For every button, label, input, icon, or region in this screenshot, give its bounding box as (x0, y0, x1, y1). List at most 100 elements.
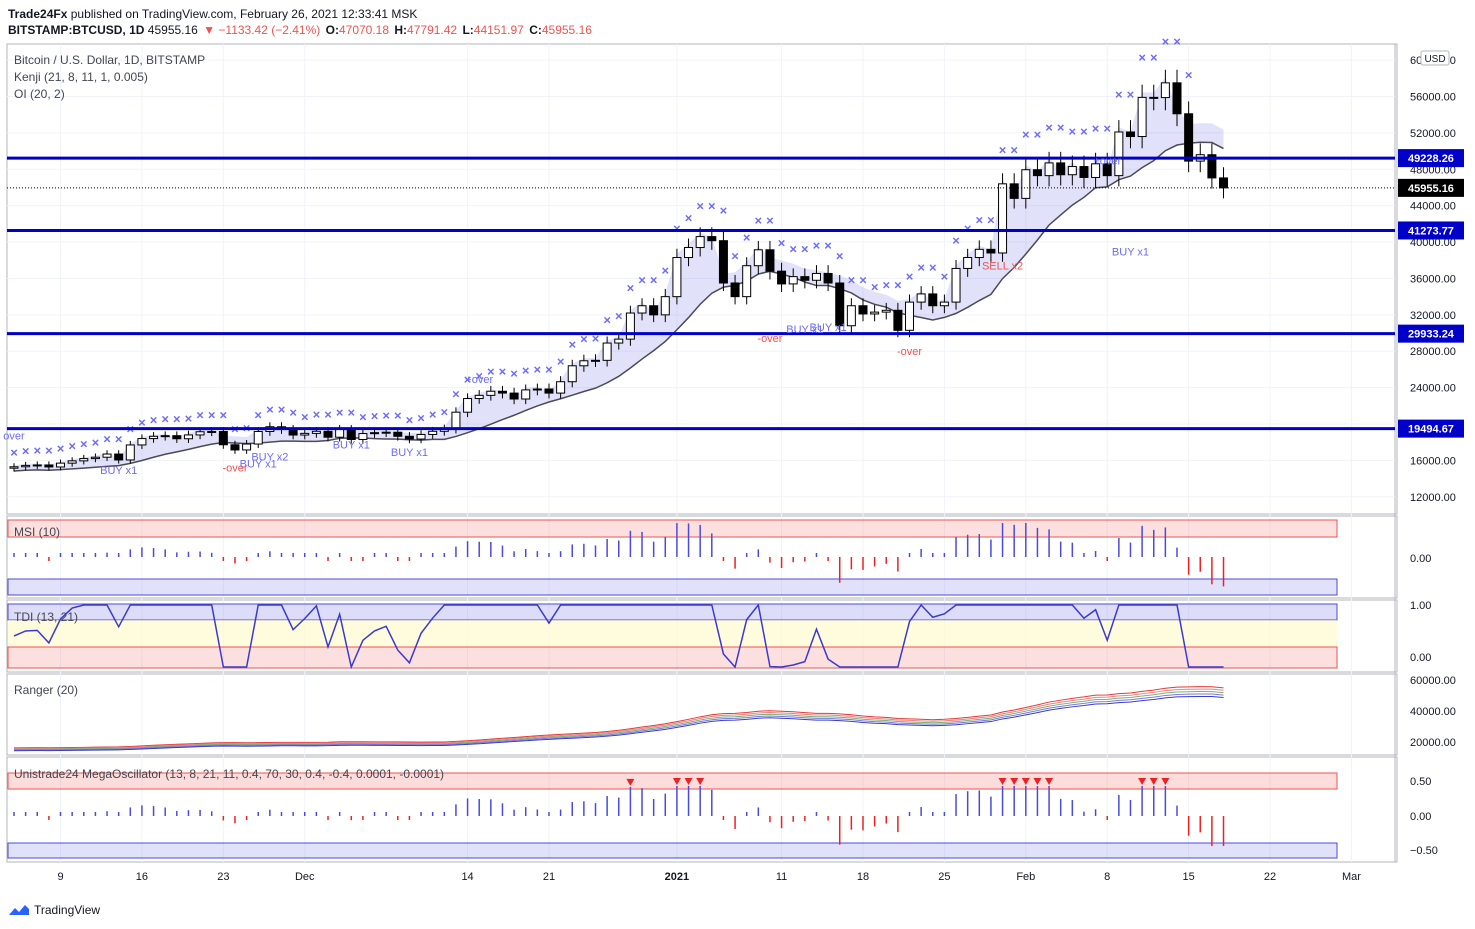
candle-body[interactable] (649, 305, 659, 316)
candle-body[interactable] (788, 276, 798, 285)
candle-body[interactable] (1219, 177, 1229, 189)
candle-body[interactable] (56, 462, 66, 468)
candle-body[interactable] (1102, 163, 1112, 177)
candle-body[interactable] (67, 460, 77, 464)
candle-body[interactable] (1125, 131, 1135, 138)
candle-body[interactable] (625, 312, 635, 340)
candle-body[interactable] (428, 430, 438, 435)
candle-body[interactable] (370, 432, 380, 435)
candle-body[interactable] (602, 342, 612, 361)
candle-body[interactable] (1160, 82, 1170, 99)
candle-body[interactable] (497, 390, 507, 394)
candle-body[interactable] (32, 464, 42, 467)
candle-body[interactable] (114, 453, 124, 461)
legend-oi[interactable]: OI (20, 2) (14, 87, 65, 101)
candle-body[interactable] (637, 305, 647, 314)
candle-body[interactable] (44, 464, 54, 468)
candle-body[interactable] (230, 444, 240, 451)
candle-body[interactable] (1009, 183, 1019, 199)
mega-pane[interactable] (6, 756, 1398, 863)
candle-body[interactable] (1149, 96, 1159, 99)
candle-body[interactable] (579, 360, 589, 367)
candle-body[interactable] (149, 435, 159, 440)
candle-body[interactable] (1079, 166, 1089, 178)
candle-body[interactable] (393, 431, 403, 437)
candle-body[interactable] (916, 293, 926, 303)
candle-body[interactable] (811, 272, 821, 281)
candle-body[interactable] (1184, 113, 1194, 162)
candle-body[interactable] (1091, 163, 1101, 178)
candle-body[interactable] (79, 458, 89, 462)
candle-body[interactable] (1207, 154, 1217, 179)
candle-body[interactable] (1137, 96, 1147, 138)
candle-body[interactable] (195, 431, 205, 436)
candle-body[interactable] (160, 435, 170, 438)
candle-body[interactable] (974, 248, 984, 259)
candle-body[interactable] (358, 433, 368, 440)
candle-body[interactable] (939, 301, 949, 307)
main-pane[interactable] (6, 43, 1398, 515)
candle-body[interactable] (963, 257, 973, 269)
candle-body[interactable] (1021, 169, 1031, 199)
tdi-pane[interactable] (6, 599, 1398, 673)
candle-body[interactable] (335, 428, 345, 438)
candle-body[interactable] (672, 257, 682, 298)
candle-body[interactable] (823, 272, 833, 284)
candle-body[interactable] (288, 428, 298, 436)
candle-body[interactable] (614, 338, 624, 344)
candle-body[interactable] (323, 430, 333, 438)
candle-body[interactable] (311, 430, 321, 434)
candle-body[interactable] (684, 247, 694, 259)
candle-body[interactable] (707, 236, 717, 242)
publisher-name[interactable]: Trade24Fx (8, 7, 68, 21)
legend-ranger[interactable]: Ranger (20) (14, 683, 79, 697)
candle-body[interactable] (463, 398, 473, 413)
msi-pane[interactable] (6, 515, 1398, 599)
candle-body[interactable] (137, 438, 147, 446)
candle-body[interactable] (800, 276, 810, 281)
candle-body[interactable] (1044, 162, 1054, 177)
candle-body[interactable] (695, 236, 705, 249)
candle-body[interactable] (986, 248, 996, 254)
candle-body[interactable] (660, 296, 670, 316)
footer-brand[interactable]: TradingView (34, 903, 101, 917)
candle-body[interactable] (765, 249, 775, 272)
candle-body[interactable] (218, 430, 228, 446)
candle-body[interactable] (486, 390, 496, 396)
candle-body[interactable] (928, 293, 938, 307)
candle-body[interactable] (858, 305, 868, 315)
candle-body[interactable] (718, 240, 728, 284)
candle-body[interactable] (881, 309, 891, 313)
candle-body[interactable] (544, 388, 554, 394)
legend-title[interactable]: Bitcoin / U.S. Dollar, 1D, BITSTAMP (14, 53, 206, 67)
candle-body[interactable] (777, 270, 787, 285)
candle-body[interactable] (1114, 131, 1124, 177)
candle-body[interactable] (404, 435, 414, 440)
legend-mega[interactable]: Unistrade24 MegaOscillator (13, 8, 21, 1… (14, 767, 445, 781)
candle-body[interactable] (556, 381, 566, 394)
candle-body[interactable] (300, 432, 310, 436)
candle-body[interactable] (416, 433, 426, 440)
candle-body[interactable] (998, 183, 1008, 254)
legend-msi[interactable]: MSI (10) (14, 525, 61, 539)
candle-body[interactable] (753, 249, 763, 267)
candle-body[interactable] (730, 282, 740, 298)
legend-tdi[interactable]: TDI (13, 21) (14, 610, 79, 624)
candle-body[interactable] (172, 435, 182, 440)
candle-body[interactable] (381, 431, 391, 434)
candle-body[interactable] (951, 267, 961, 303)
currency-badge[interactable] (1420, 50, 1450, 66)
candle-body[interactable] (183, 434, 193, 440)
candle-body[interactable] (451, 411, 461, 430)
ranger-pane[interactable] (6, 673, 1398, 756)
candle-body[interactable] (742, 265, 752, 298)
candle-body[interactable] (905, 301, 915, 331)
candle-body[interactable] (870, 311, 880, 315)
candle-body[interactable] (591, 359, 600, 362)
candle-body[interactable] (846, 305, 856, 327)
candle-body[interactable] (474, 394, 484, 400)
candle-body[interactable] (90, 456, 100, 460)
candle-body[interactable] (102, 453, 112, 458)
candle-body[interactable] (1032, 169, 1042, 177)
